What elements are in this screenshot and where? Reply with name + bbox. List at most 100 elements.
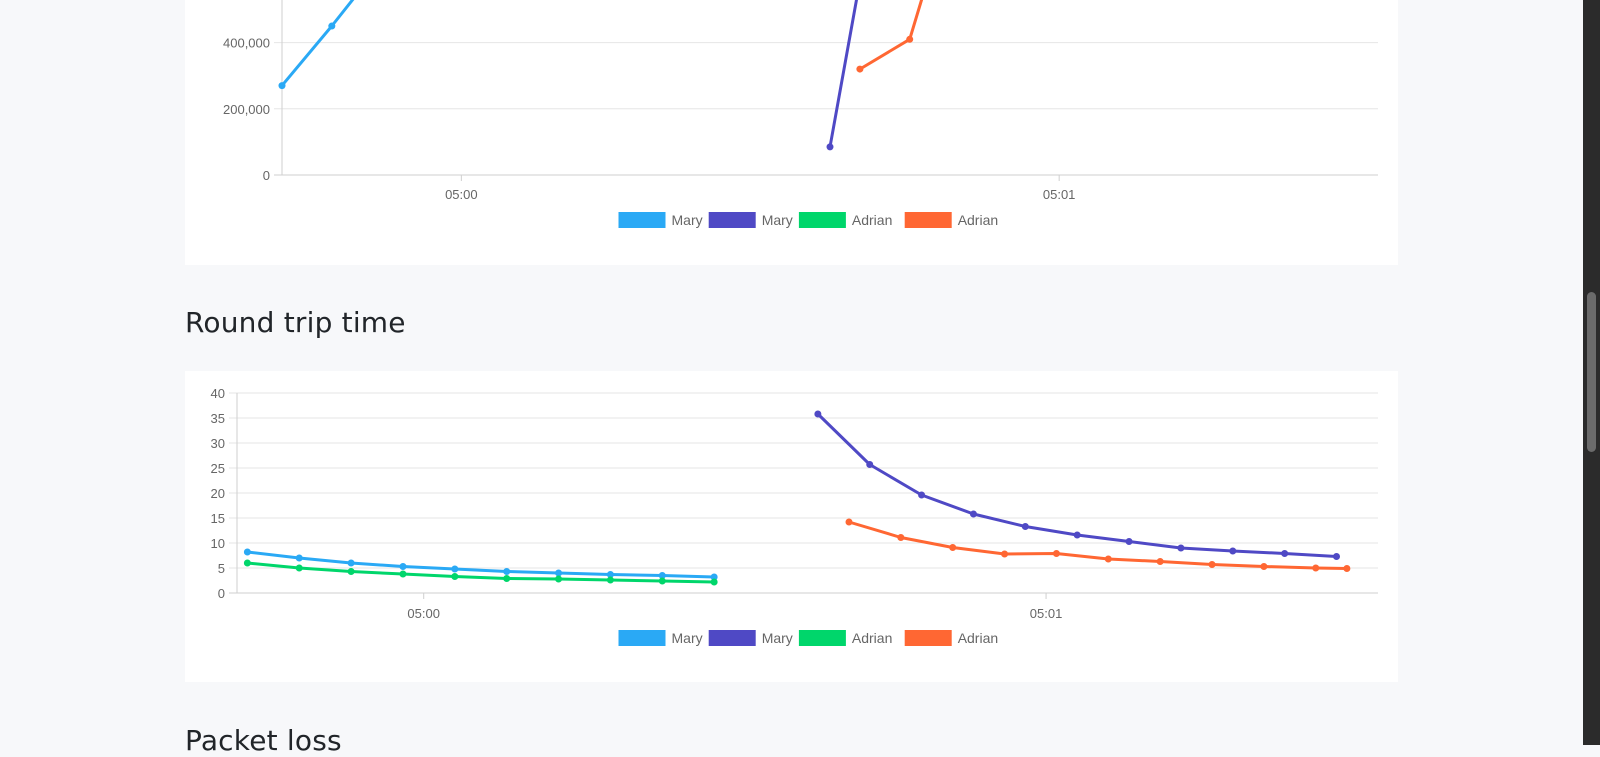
y-tick-label: 200,000 [223, 102, 270, 117]
y-tick-label: 40 [211, 386, 225, 401]
data-point-mary-1[interactable] [1073, 531, 1081, 539]
series-line-mary-0 [247, 550, 715, 579]
series-line-adrian-3 [859, 0, 924, 71]
data-point-adrian-3[interactable] [1052, 550, 1060, 557]
data-point-mary-0[interactable] [555, 569, 563, 577]
data-point-adrian-3[interactable] [949, 544, 957, 551]
packet-loss-heading: Packet loss [185, 724, 342, 757]
y-tick-label: 5 [218, 561, 225, 576]
x-tick-label: 05:00 [407, 606, 440, 621]
legend-item-mary-0[interactable]: Mary [618, 212, 703, 228]
legend-item-mary-1[interactable]: Mary [708, 630, 793, 646]
data-point-adrian-2[interactable] [606, 576, 614, 584]
legend-swatch [618, 630, 666, 646]
data-point-adrian-2[interactable] [243, 559, 251, 567]
data-point-adrian-2[interactable] [503, 575, 511, 582]
data-point-adrian-2[interactable] [451, 573, 459, 580]
data-point-mary-0[interactable] [451, 565, 459, 573]
y-tick-label: 10 [211, 536, 225, 551]
legend-swatch [904, 630, 952, 646]
legend-item-adrian-2[interactable]: Adrian [798, 630, 892, 646]
data-point-mary-1[interactable] [814, 410, 822, 418]
legend-swatch [904, 212, 952, 228]
legend-swatch [708, 630, 756, 646]
data-point-mary-1[interactable] [1229, 547, 1237, 555]
bitrate-chart: 0 200,000 400,000 05:00 05:01 Mary Mary Adrian A… [223, 0, 1378, 228]
data-point-adrian-3[interactable] [1260, 563, 1268, 570]
data-point-mary-0[interactable] [243, 548, 251, 556]
y-tick-label: 0 [218, 586, 225, 601]
data-point-adrian-2[interactable] [347, 568, 355, 575]
data-point-mary-1[interactable] [826, 143, 834, 151]
data-point-mary-1[interactable] [866, 461, 874, 468]
scrollbar-thumb[interactable] [1587, 292, 1596, 452]
data-point-mary-1[interactable] [1125, 538, 1133, 545]
y-tick-label: 15 [211, 511, 225, 526]
data-point-adrian-3[interactable] [1312, 564, 1320, 572]
data-point-mary-1[interactable] [1177, 544, 1185, 552]
data-point-mary-0[interactable] [606, 571, 614, 578]
legend-swatch [618, 212, 666, 228]
legend-label: Adrian [852, 630, 892, 646]
x-tick-label: 05:01 [1043, 187, 1076, 202]
data-point-mary-1[interactable] [1333, 553, 1341, 560]
legend-item-adrian-3[interactable]: Adrian [904, 212, 998, 228]
y-tick-label: 30 [211, 436, 225, 451]
data-point-mary-0[interactable] [503, 568, 511, 575]
legend-item-mary-1[interactable]: Mary [708, 212, 793, 228]
legend-label: Mary [672, 630, 703, 646]
data-point-adrian-2[interactable] [710, 578, 718, 586]
data-point-mary-0[interactable] [658, 572, 666, 579]
data-point-adrian-3[interactable] [845, 518, 853, 526]
data-point-adrian-2[interactable] [555, 575, 563, 583]
data-point-adrian-3[interactable] [897, 534, 905, 541]
data-point-mary-0[interactable] [278, 82, 286, 90]
data-point-mary-1[interactable] [1021, 523, 1029, 530]
data-point-adrian-3[interactable] [906, 35, 914, 43]
legend-item-mary-0[interactable]: Mary [618, 630, 703, 646]
series-line-adrian-2 [247, 561, 715, 584]
bitrate-chart-card: 0 200,000 400,000 05:00 05:01 Mary Mary Adrian A… [185, 0, 1398, 265]
data-point-adrian-3[interactable] [1001, 550, 1009, 558]
legend-label: Mary [672, 212, 703, 228]
round-trip-time-heading: Round trip time [185, 306, 406, 339]
data-point-adrian-3[interactable] [1208, 561, 1216, 568]
page-scrollbar[interactable] [1583, 0, 1600, 745]
x-tick-label: 05:00 [445, 187, 478, 202]
data-point-mary-0[interactable] [328, 22, 336, 30]
y-tick-label: 25 [211, 461, 225, 476]
data-point-mary-1[interactable] [1281, 550, 1289, 557]
data-point-adrian-3[interactable] [1156, 558, 1164, 565]
y-tick-label: 20 [211, 486, 225, 501]
data-point-mary-0[interactable] [710, 573, 718, 581]
data-point-mary-1[interactable] [918, 491, 926, 499]
data-point-mary-1[interactable] [969, 510, 977, 518]
series-line-mary-1 [828, 0, 858, 148]
legend-label: Mary [762, 212, 793, 228]
legend-label: Adrian [958, 630, 998, 646]
y-tick-label: 35 [211, 411, 225, 426]
data-point-mary-0[interactable] [399, 563, 407, 570]
data-point-adrian-2[interactable] [295, 564, 303, 572]
legend-label: Adrian [958, 212, 998, 228]
x-tick-label: 05:01 [1030, 606, 1063, 621]
data-point-mary-0[interactable] [347, 559, 355, 567]
data-point-adrian-2[interactable] [658, 577, 666, 585]
y-tick-label: 0 [263, 168, 270, 183]
data-point-adrian-3[interactable] [1343, 565, 1351, 572]
legend-swatch [798, 630, 846, 646]
series-line-adrian-3 [848, 520, 1347, 570]
legend-item-adrian-3[interactable]: Adrian [904, 630, 998, 646]
data-point-mary-0[interactable] [295, 554, 303, 562]
data-point-adrian-3[interactable] [1104, 555, 1112, 563]
legend-label: Adrian [852, 212, 892, 228]
y-tick-label: 400,000 [223, 36, 270, 51]
legend-item-adrian-2[interactable]: Adrian [798, 212, 892, 228]
round-trip-time-chart-card: 0 5 10 15 20 25 30 35 40 05:00 05:01 Mary Mary Adrian… [185, 371, 1398, 682]
data-point-adrian-2[interactable] [399, 570, 407, 578]
legend-label: Mary [762, 630, 793, 646]
series-line-mary-0 [280, 0, 355, 87]
data-point-adrian-3[interactable] [856, 65, 864, 73]
legend-swatch [708, 212, 756, 228]
round-trip-time-chart: 0 5 10 15 20 25 30 35 40 05:00 05:01 Mary Mary Adrian… [211, 386, 1378, 646]
